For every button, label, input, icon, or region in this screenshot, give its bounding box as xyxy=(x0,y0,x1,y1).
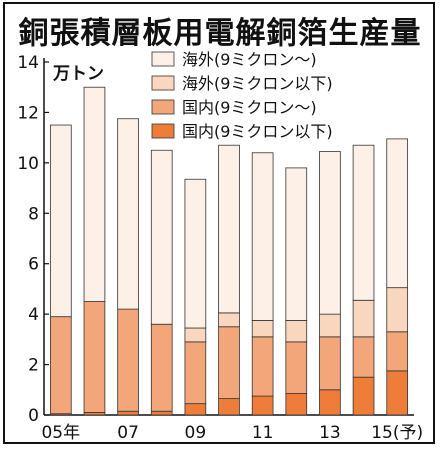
bar-segment-13-series-2 xyxy=(319,313,341,338)
bar-segment-07-series-1 xyxy=(117,308,139,412)
x-tick-label: 07 xyxy=(117,423,139,443)
bar-segment-10-series-3 xyxy=(218,144,240,314)
chart-title: 銅張積層板用電解銅箔生産量 xyxy=(18,16,422,51)
bar-segment-09-series-3 xyxy=(184,178,207,329)
bar-segment-08-series-3 xyxy=(150,149,173,325)
bar-segment-05-series-3 xyxy=(49,124,72,318)
bar-segment-10-series-2 xyxy=(218,312,240,328)
legend: 海外(9ミクロン〜) 海外(9ミクロン以下) 国内(9ミクロン〜) 国内(9ミクロン以… xyxy=(151,50,333,141)
x-tick-label: 05年 xyxy=(41,423,80,443)
bar-segment-14-series-2 xyxy=(352,299,375,338)
bar-segment-09-series-2 xyxy=(184,327,207,343)
bar-segment-11-series-2 xyxy=(251,320,274,338)
bar-segment-15-series-1 xyxy=(386,331,409,372)
legend-label: 国内(9ミクロン〜) xyxy=(182,98,317,117)
legend-swatch xyxy=(151,99,175,115)
bar-segment-06-series-3 xyxy=(83,86,106,302)
bar-segment-15-series-2 xyxy=(386,287,409,333)
y-tick-label: 4 xyxy=(28,305,39,325)
bar-segment-05-series-1 xyxy=(49,316,72,415)
tick-labels: 0 2 4 6 8 10 12 14 05年 07 09 11 13 15(予) xyxy=(17,53,423,443)
bar-segment-12-series-1 xyxy=(285,341,308,394)
bar-segment-13-series-0 xyxy=(319,389,341,416)
bar-segment-08-series-1 xyxy=(150,323,173,412)
legend-label: 海外(9ミクロン〜) xyxy=(182,50,317,69)
bar-segment-14-series-0 xyxy=(352,376,375,416)
legend-swatch xyxy=(151,51,175,67)
bar-segment-11-series-3 xyxy=(251,152,274,321)
bar-segment-15-series-3 xyxy=(386,138,409,289)
y-tick-label: 12 xyxy=(17,103,39,123)
bar-segment-09-series-1 xyxy=(184,341,207,405)
y-tick-label: 6 xyxy=(28,255,39,275)
x-tick-label: 13 xyxy=(319,423,341,443)
bar-segment-12-series-0 xyxy=(285,393,308,416)
legend-label: 海外(9ミクロン以下) xyxy=(182,74,333,93)
bar-segment-12-series-3 xyxy=(285,167,308,321)
y-tick-label: 2 xyxy=(28,356,39,376)
unit-label: 万トン xyxy=(52,64,104,84)
legend-label: 国内(9ミクロン以下) xyxy=(182,122,333,141)
bar-segment-07-series-0 xyxy=(117,410,139,416)
bar-segment-14-series-1 xyxy=(352,336,375,378)
y-tick-label: 14 xyxy=(17,53,39,73)
bar-segment-11-series-0 xyxy=(251,395,274,416)
legend-swatch xyxy=(151,75,175,91)
bar-segment-07-series-3 xyxy=(117,118,139,310)
bar-segment-10-series-1 xyxy=(218,326,240,400)
bar-segment-13-series-1 xyxy=(319,336,341,391)
y-tick-label: 10 xyxy=(17,154,39,174)
y-tick-label: 8 xyxy=(28,204,39,224)
bar-segment-09-series-0 xyxy=(184,403,207,416)
bar-segment-06-series-1 xyxy=(83,301,106,413)
y-tick-label: 0 xyxy=(28,406,39,426)
x-tick-label: 11 xyxy=(252,423,274,443)
bar-segment-11-series-1 xyxy=(251,336,274,397)
x-tick-label: 09 xyxy=(185,423,207,443)
bar-segment-10-series-0 xyxy=(218,398,240,416)
x-tick-label: 15(予) xyxy=(371,423,423,443)
bar-segment-13-series-3 xyxy=(319,151,341,315)
bar-segment-08-series-0 xyxy=(150,410,173,416)
bars xyxy=(49,86,409,416)
bar-segment-14-series-3 xyxy=(352,144,375,301)
bar-segment-15-series-0 xyxy=(386,370,409,416)
bar-segment-12-series-2 xyxy=(285,320,308,343)
legend-swatch xyxy=(151,123,175,139)
